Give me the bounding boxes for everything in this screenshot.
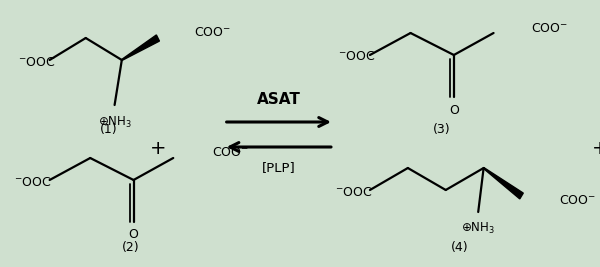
- Text: $^{-}$OOC: $^{-}$OOC: [14, 175, 52, 189]
- Text: (3): (3): [433, 124, 451, 136]
- Text: O: O: [128, 229, 139, 241]
- Text: $^{-}$OOC: $^{-}$OOC: [335, 186, 373, 198]
- Text: ASAT: ASAT: [257, 92, 301, 108]
- Text: (4): (4): [451, 241, 469, 254]
- Text: $\oplus$NH$_3$: $\oplus$NH$_3$: [98, 115, 131, 129]
- Text: $^{-}$OOC: $^{-}$OOC: [338, 50, 376, 64]
- Text: COO$^{-}$: COO$^{-}$: [212, 147, 249, 159]
- Text: O: O: [449, 104, 459, 116]
- Text: COO$^{-}$: COO$^{-}$: [530, 22, 568, 34]
- Text: $^{-}$OOC: $^{-}$OOC: [18, 56, 56, 69]
- Text: $\oplus$NH$_3$: $\oplus$NH$_3$: [461, 221, 495, 235]
- Text: +: +: [149, 139, 166, 158]
- Polygon shape: [122, 35, 160, 60]
- Text: COO$^{-}$: COO$^{-}$: [194, 26, 231, 40]
- Text: COO$^{-}$: COO$^{-}$: [559, 194, 596, 206]
- Text: (2): (2): [122, 241, 140, 254]
- Polygon shape: [484, 168, 523, 199]
- Text: (1): (1): [100, 124, 117, 136]
- Text: +: +: [592, 139, 600, 158]
- Text: [PLP]: [PLP]: [262, 162, 296, 175]
